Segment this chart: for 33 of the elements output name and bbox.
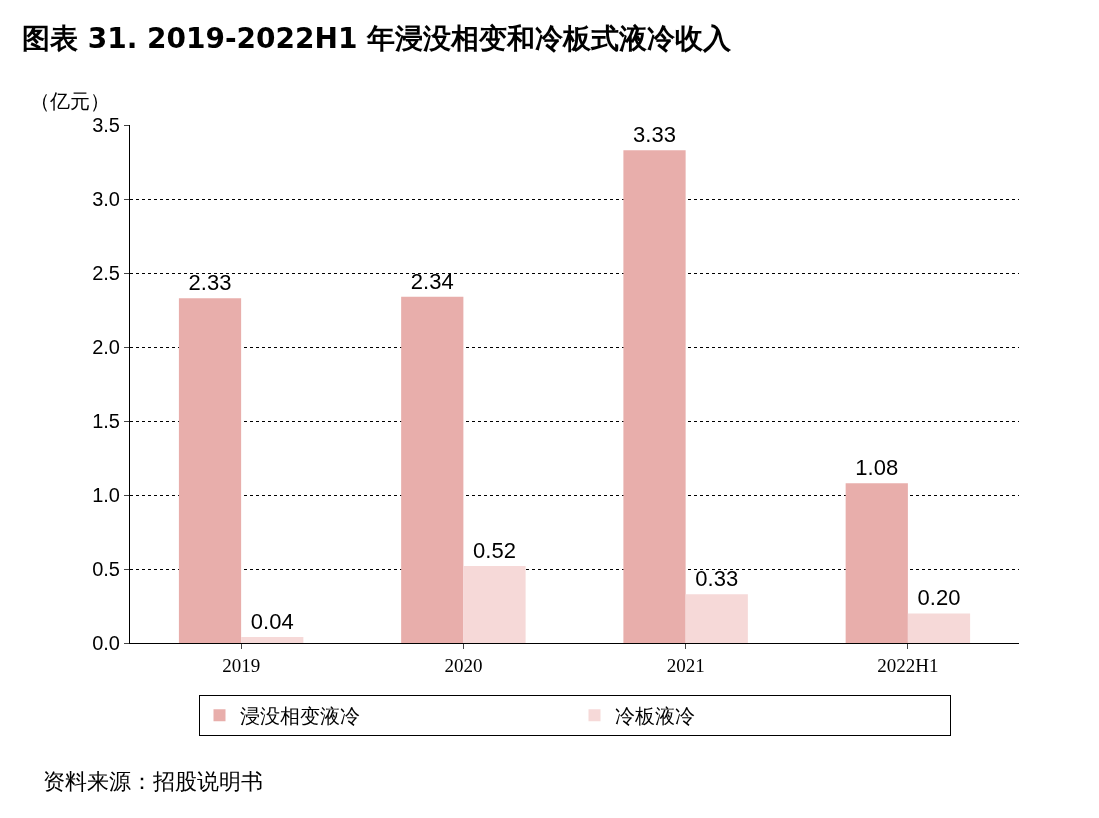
- y-tick-label: 3.0: [92, 188, 120, 210]
- bar: [845, 483, 908, 643]
- x-tick-label: 2019: [222, 654, 261, 676]
- chart-title: 图表 31. 2019-2022H1 年浸没相变和冷板式液冷收入: [21, 22, 733, 56]
- bar: [401, 296, 464, 643]
- y-tick-label: 0.0: [92, 632, 120, 654]
- data-label: 0.33: [695, 566, 739, 592]
- legend-label: 浸没相变液冷: [239, 704, 360, 729]
- bar: [623, 150, 686, 643]
- data-label: 2.34: [410, 268, 454, 294]
- y-tick-label: 2.5: [92, 262, 120, 284]
- bar: [907, 613, 971, 643]
- data-label: 0.04: [250, 609, 294, 635]
- y-tick-label: 2.0: [92, 336, 120, 358]
- bar: [178, 298, 242, 643]
- y-tick-label: 1.0: [92, 484, 120, 506]
- data-label: 2.33: [188, 270, 232, 296]
- data-label: 0.52: [473, 538, 516, 564]
- bar: [463, 566, 526, 643]
- y-tick-label: 0.5: [92, 558, 120, 580]
- bar: [241, 637, 304, 643]
- y-axis-title: （亿元）: [30, 89, 110, 113]
- y-tick-label: 1.5: [92, 410, 120, 432]
- bar: [685, 594, 748, 643]
- data-label: 1.08: [855, 455, 899, 481]
- x-tick-label: 2022H1: [877, 654, 939, 676]
- data-label: 0.20: [917, 585, 961, 611]
- y-tick-label: 3.5: [92, 114, 120, 136]
- data-label: 3.33: [633, 122, 676, 148]
- text: 资料来源：招股说明书: [43, 769, 263, 794]
- x-tick-label: 2020: [444, 654, 483, 676]
- x-tick-label: 2021: [666, 654, 705, 676]
- legend-label: 冷板液冷: [614, 704, 695, 729]
